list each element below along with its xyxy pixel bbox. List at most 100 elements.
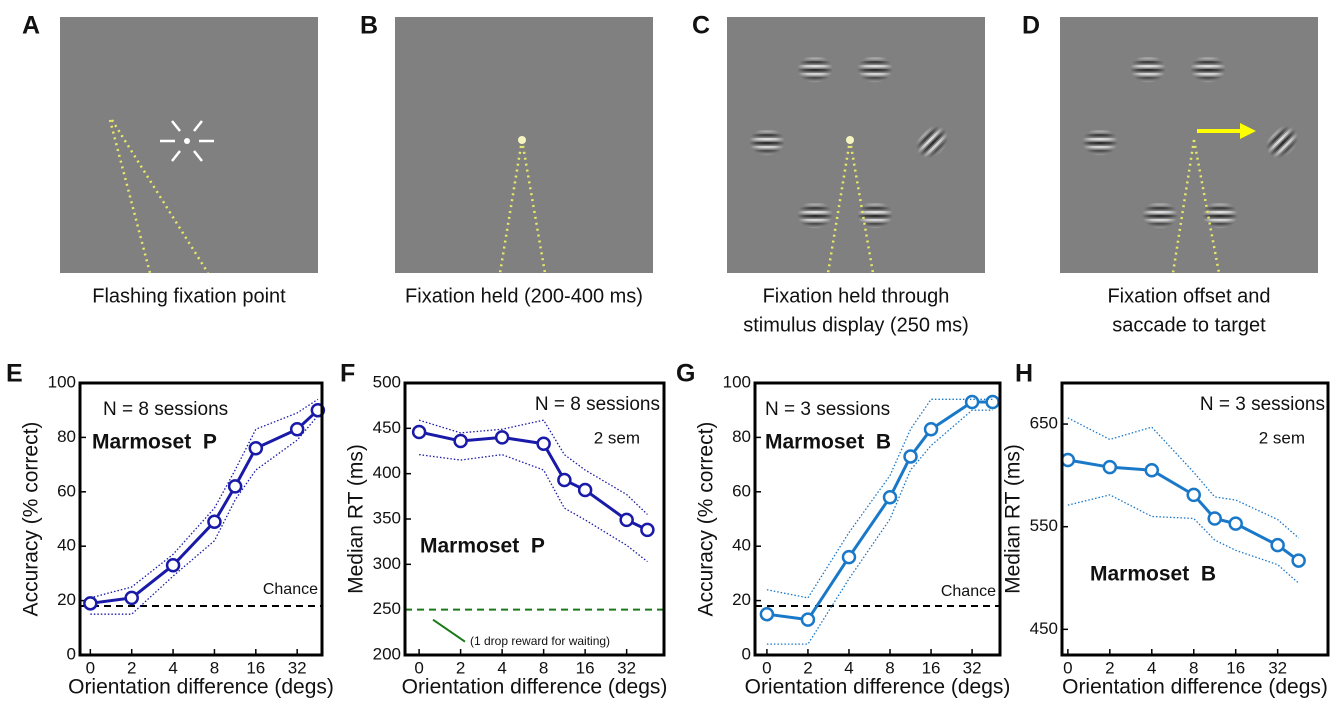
sem-bound bbox=[419, 453, 648, 563]
y-tick-label: 650 bbox=[1030, 414, 1058, 433]
data-point bbox=[1144, 462, 1160, 478]
panel-caption: saccade to target bbox=[1112, 314, 1266, 336]
y-tick-label: 60 bbox=[732, 481, 751, 500]
x-tick-label: 2 bbox=[456, 658, 465, 677]
series-line bbox=[90, 409, 319, 605]
y-tick-label: 100 bbox=[723, 372, 751, 391]
data-point bbox=[640, 522, 655, 538]
data-point bbox=[1270, 537, 1285, 553]
x-tick-label: 32 bbox=[288, 658, 307, 677]
x-tick-label: 0 bbox=[762, 658, 771, 677]
data-point bbox=[577, 482, 593, 498]
data-point bbox=[453, 433, 468, 449]
data-point bbox=[800, 612, 816, 627]
sem-bound bbox=[1067, 417, 1300, 539]
y-axis-label: Median RT (ms) bbox=[1002, 444, 1025, 594]
data-point bbox=[1186, 487, 1201, 503]
x-tick-label: 2 bbox=[1105, 658, 1114, 677]
data-point bbox=[759, 606, 775, 622]
x-axis-label: Orientation difference (degs) bbox=[1062, 676, 1328, 699]
data-point bbox=[1060, 452, 1076, 468]
x-tick-label: 0 bbox=[1063, 658, 1072, 677]
y-tick-label: 300 bbox=[373, 554, 401, 573]
x-axis-label: Orientation difference (degs) bbox=[402, 676, 668, 699]
subject-label: Marmoset P bbox=[420, 535, 545, 558]
session-note: N = 8 sessions bbox=[103, 399, 228, 420]
x-tick-label: 16 bbox=[246, 658, 265, 677]
x-tick-label: 32 bbox=[963, 658, 982, 677]
data-point bbox=[1291, 553, 1306, 568]
data-point bbox=[83, 596, 98, 611]
x-axis-label: Orientation difference (degs) bbox=[68, 676, 334, 699]
session-note: N = 3 sessions bbox=[765, 399, 890, 420]
data-point bbox=[227, 479, 243, 494]
x-tick-label: 4 bbox=[844, 658, 853, 677]
data-point bbox=[536, 436, 551, 451]
x-tick-label: 4 bbox=[1147, 658, 1156, 677]
data-point bbox=[165, 557, 181, 573]
y-tick-label: 200 bbox=[373, 644, 401, 663]
x-tick-label: 0 bbox=[86, 658, 95, 677]
sem-bound bbox=[1067, 494, 1300, 584]
reference-label: Chance bbox=[941, 583, 996, 600]
data-point bbox=[882, 489, 898, 505]
x-tick-label: 4 bbox=[497, 658, 506, 677]
panel-caption: stimulus display (250 ms) bbox=[743, 314, 969, 336]
data-point bbox=[411, 424, 427, 440]
y-tick-label: 0 bbox=[742, 644, 751, 663]
panel-letter: C bbox=[692, 12, 710, 40]
x-tick-label: 2 bbox=[127, 658, 136, 677]
x-tick-label: 0 bbox=[414, 658, 423, 677]
panel-caption: Fixation offset and bbox=[1107, 285, 1270, 307]
subject-label: Marmoset P bbox=[92, 431, 217, 454]
panel-caption: Flashing fixation point bbox=[92, 285, 286, 307]
y-tick-label: 400 bbox=[373, 463, 401, 482]
subject-label: Marmoset B bbox=[1090, 563, 1216, 586]
series-line bbox=[766, 400, 993, 622]
y-tick-label: 500 bbox=[373, 372, 401, 391]
y-tick-label: 100 bbox=[48, 372, 76, 391]
stimulus-panel bbox=[395, 17, 653, 274]
data-point bbox=[964, 394, 980, 410]
y-tick-label: 60 bbox=[57, 481, 76, 500]
panel-letter: G bbox=[676, 360, 695, 388]
sem-note: 2 sem bbox=[1259, 428, 1305, 447]
x-axis-label: Orientation difference (degs) bbox=[745, 676, 1011, 699]
series-line bbox=[1067, 458, 1300, 562]
data-point bbox=[557, 472, 572, 488]
y-tick-label: 40 bbox=[732, 536, 751, 555]
x-tick-label: 8 bbox=[1189, 658, 1198, 677]
x-tick-label: 32 bbox=[1268, 658, 1287, 677]
panel-letter: D bbox=[1022, 12, 1040, 40]
data-point bbox=[124, 590, 139, 606]
y-tick-label: 40 bbox=[57, 536, 76, 555]
y-tick-label: 20 bbox=[57, 590, 76, 609]
data-point bbox=[207, 514, 222, 529]
y-axis-label: Accuracy (% correct) bbox=[695, 422, 718, 617]
x-tick-label: 16 bbox=[576, 658, 595, 677]
data-point bbox=[985, 394, 1000, 410]
subject-label: Marmoset B bbox=[765, 431, 891, 454]
session-note: N = 3 sessions bbox=[1200, 394, 1325, 415]
data-point bbox=[841, 549, 857, 565]
y-tick-label: 0 bbox=[67, 644, 76, 663]
x-tick-label: 16 bbox=[922, 658, 941, 677]
data-point bbox=[1102, 459, 1118, 475]
x-tick-label: 16 bbox=[1226, 658, 1245, 677]
stimulus-panel bbox=[60, 17, 318, 274]
panel-letter: H bbox=[1015, 360, 1033, 388]
data-point bbox=[619, 512, 634, 528]
panel-letter: E bbox=[6, 360, 23, 388]
y-tick-label: 250 bbox=[373, 599, 401, 618]
plot-frame bbox=[78, 381, 324, 657]
x-tick-label: 4 bbox=[168, 658, 177, 677]
data-point bbox=[1207, 511, 1222, 526]
sem-note: 2 sem bbox=[594, 428, 640, 447]
sem-bound bbox=[418, 419, 648, 515]
y-tick-label: 450 bbox=[1030, 619, 1058, 638]
panel-letter: A bbox=[22, 12, 40, 40]
reference-label: (1 drop reward for waiting) bbox=[470, 634, 610, 648]
y-tick-label: 80 bbox=[57, 427, 76, 446]
x-tick-label: 8 bbox=[210, 658, 219, 677]
panel-letter: B bbox=[360, 12, 378, 40]
